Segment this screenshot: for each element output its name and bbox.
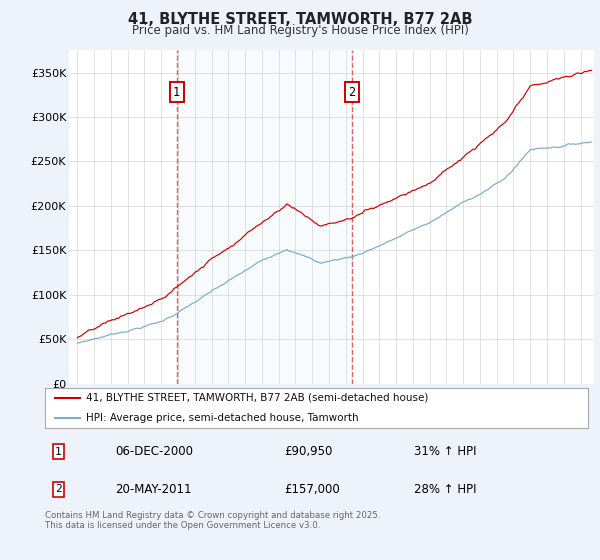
Text: Price paid vs. HM Land Registry's House Price Index (HPI): Price paid vs. HM Land Registry's House … <box>131 24 469 36</box>
Text: 41, BLYTHE STREET, TAMWORTH, B77 2AB (semi-detached house): 41, BLYTHE STREET, TAMWORTH, B77 2AB (se… <box>86 393 428 403</box>
Text: 1: 1 <box>55 447 62 456</box>
Text: 20-MAY-2011: 20-MAY-2011 <box>116 483 192 496</box>
Bar <box>176 50 352 384</box>
Text: 2: 2 <box>349 86 356 99</box>
Text: £157,000: £157,000 <box>284 483 340 496</box>
Text: £90,950: £90,950 <box>284 445 332 458</box>
Text: 31% ↑ HPI: 31% ↑ HPI <box>414 445 477 458</box>
Text: 2: 2 <box>55 484 62 494</box>
Text: Contains HM Land Registry data © Crown copyright and database right 2025.
This d: Contains HM Land Registry data © Crown c… <box>45 511 380 530</box>
Text: 28% ↑ HPI: 28% ↑ HPI <box>414 483 477 496</box>
Text: 06-DEC-2000: 06-DEC-2000 <box>116 445 194 458</box>
Text: HPI: Average price, semi-detached house, Tamworth: HPI: Average price, semi-detached house,… <box>86 413 358 422</box>
Text: 1: 1 <box>173 86 180 99</box>
Text: 41, BLYTHE STREET, TAMWORTH, B77 2AB: 41, BLYTHE STREET, TAMWORTH, B77 2AB <box>128 12 472 27</box>
